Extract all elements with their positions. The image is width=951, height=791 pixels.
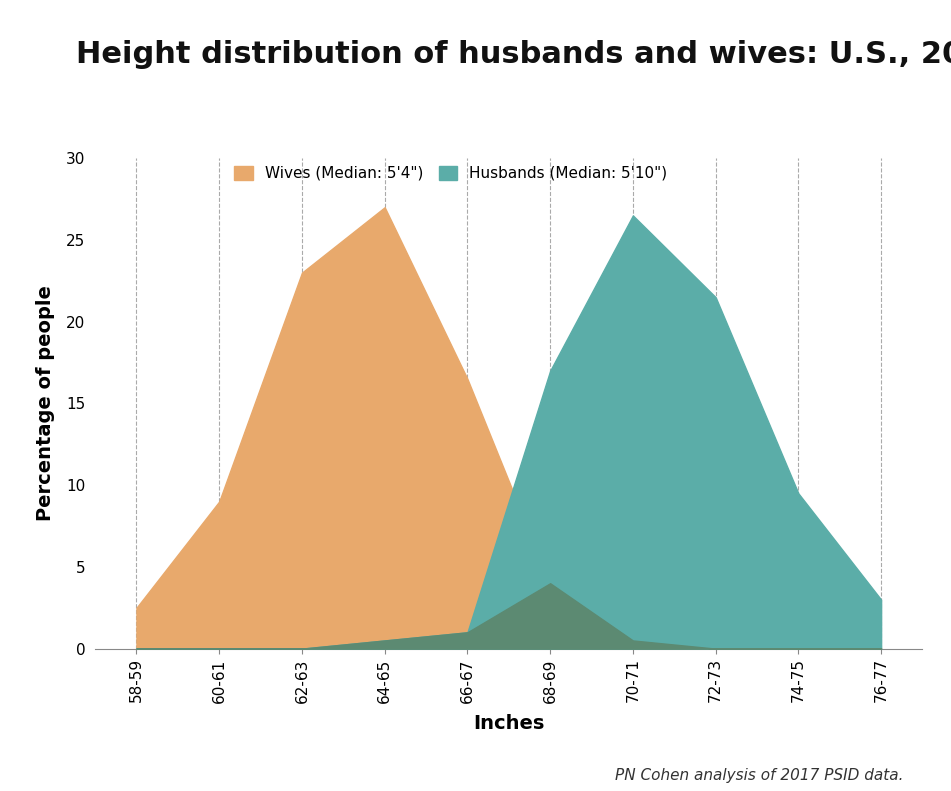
Text: PN Cohen analysis of 2017 PSID data.: PN Cohen analysis of 2017 PSID data. <box>615 768 903 783</box>
Y-axis label: Percentage of people: Percentage of people <box>36 286 55 521</box>
Legend: Wives (Median: 5'4"), Husbands (Median: 5'10"): Wives (Median: 5'4"), Husbands (Median: … <box>235 166 668 181</box>
Text: Height distribution of husbands and wives: U.S., 2017: Height distribution of husbands and wive… <box>76 40 951 69</box>
X-axis label: Inches: Inches <box>473 713 545 732</box>
